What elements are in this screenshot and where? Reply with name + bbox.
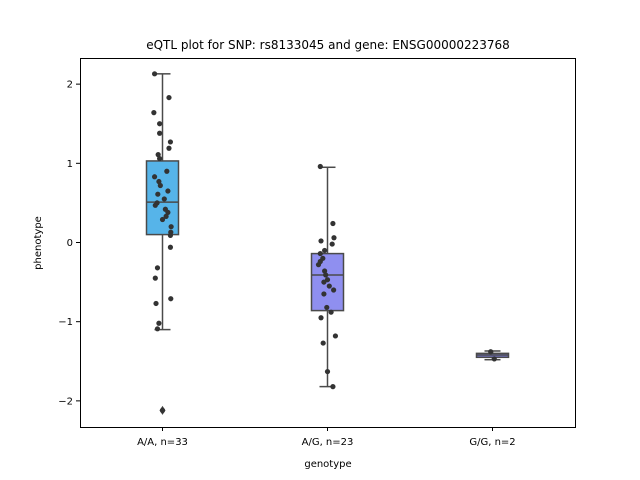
y-axis: −2 −1 0 1 2 [58,80,80,407]
data-point [323,272,329,278]
data-point [317,250,323,257]
data-point [166,94,172,101]
chart-title: eQTL plot for SNP: rs8133045 and gene: E… [146,38,510,52]
data-point [322,247,328,254]
data-point [330,220,336,227]
data-point [157,130,163,136]
data-point [320,340,326,346]
data-point [159,216,166,223]
y-tick-label: −2 [58,396,73,407]
data-point [157,121,163,127]
data-point [165,209,171,216]
data-point [488,349,494,355]
data-point [166,145,172,151]
data-point [167,232,174,238]
data-point [165,188,171,194]
data-point [332,333,339,339]
data-point [156,178,162,185]
data-point [318,238,324,244]
data-point [318,315,324,321]
x-tick-label: A/G, n=23 [302,437,354,448]
data-point [164,168,170,174]
x-axis-label: genotype [304,459,351,470]
data-point [153,300,159,307]
data-point [331,287,337,293]
data-point [161,196,167,202]
data-point [324,368,331,375]
data-point [163,213,169,219]
data-point [157,182,163,189]
y-tick-label: 0 [67,238,73,249]
data-point [151,71,158,77]
data-point [328,309,334,315]
data-point [324,304,330,311]
data-point [168,296,174,302]
data-point [326,283,332,289]
x-tick-label: G/G, n=2 [469,437,515,448]
box-group [475,349,510,362]
data-point [151,174,158,180]
data-point [321,291,327,297]
data-point [157,155,163,162]
data-point [491,356,497,362]
data-point [154,265,161,271]
data-point [152,275,158,281]
data-point [152,202,158,208]
data-point [321,279,327,285]
data-point [167,244,174,250]
data-point [155,152,161,158]
data-point [168,224,174,230]
x-axis: A/A, n=33 A/G, n=23 G/G, n=2 [137,427,516,448]
data-point [151,110,157,116]
data-point [154,326,161,332]
data-point [317,163,323,170]
data-point [331,235,337,241]
box-group [310,163,345,390]
data-point [156,320,162,326]
x-tick-label: A/A, n=33 [137,437,188,448]
y-tick-label: 1 [67,159,73,170]
y-tick-label: 2 [67,80,73,91]
y-tick-label: −1 [58,317,73,328]
data-point [330,384,336,390]
data-point [322,268,328,274]
data-point [329,241,335,247]
box-group [145,71,180,415]
data-point [155,191,161,197]
data-point [315,262,322,268]
data-point [159,407,166,413]
data-point [167,139,174,145]
y-axis-label: phenotype [33,216,44,270]
